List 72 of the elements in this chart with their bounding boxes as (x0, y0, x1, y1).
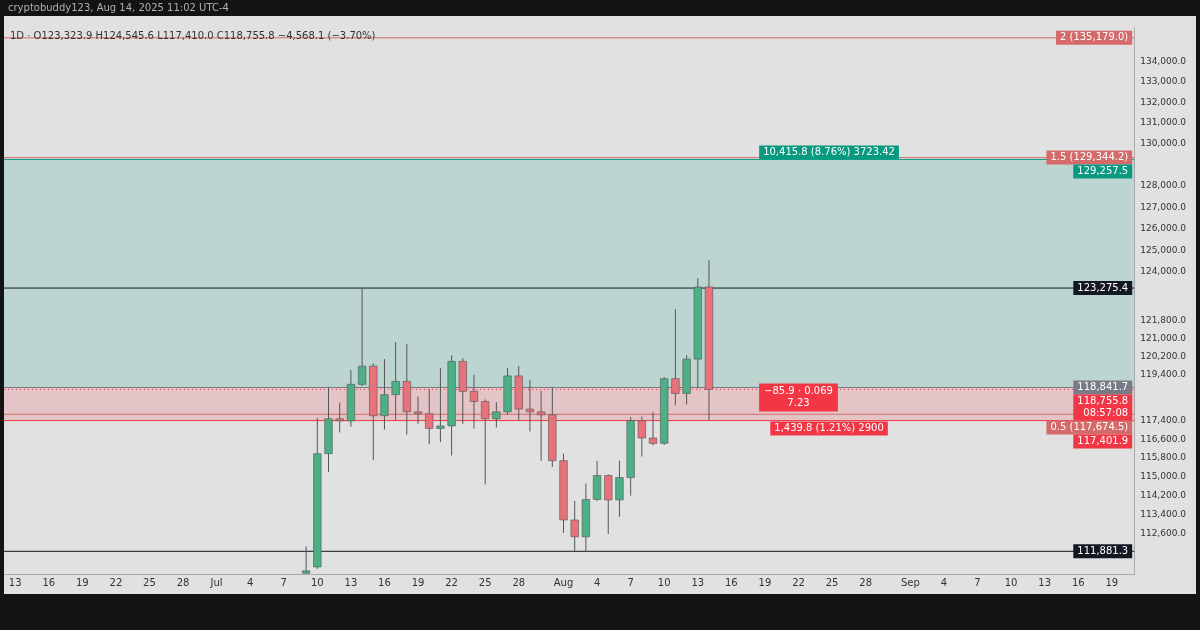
x-tick-label: 4 (593, 576, 601, 588)
x-tick-label: 16 (724, 576, 738, 588)
x-tick-label: 22 (109, 576, 123, 588)
ref-line-label: 118,755.8 08:57:08 (1077, 395, 1129, 419)
y-tick-label: 132,000.0 (1140, 96, 1187, 107)
y-tick-label: 124,000.0 (1140, 266, 1187, 277)
y-tick-label: 115,000.0 (1140, 471, 1187, 482)
y-tick-label: 121,000.0 (1140, 332, 1187, 343)
x-tick-label: 22 (445, 576, 458, 588)
x-tick-label: 10 (310, 576, 324, 588)
band-label: 1,439.8 (1.21%) 2900 (774, 422, 884, 434)
y-tick-label: 119,400.0 (1140, 369, 1187, 380)
x-tick-label: 25 (825, 576, 839, 588)
candlestick (391, 341, 400, 421)
ref-line-label: 118,841.7 (1077, 381, 1129, 393)
x-tick-label: 16 (42, 576, 56, 588)
y-tick-label: 127,000.0 (1140, 201, 1187, 212)
x-tick-label: 4 (246, 576, 254, 588)
x-tick-label: 19 (411, 576, 425, 588)
y-tick-label: 128,000.0 (1140, 180, 1187, 191)
y-tick-label: 126,000.0 (1140, 223, 1187, 234)
x-tick-label: 22 (792, 576, 805, 588)
x-tick-label: 13 (1038, 576, 1052, 588)
x-tick-label: 19 (758, 576, 772, 588)
x-tick-label: 16 (1071, 576, 1085, 588)
candlestick (671, 308, 680, 406)
y-tick-label: 125,000.0 (1140, 244, 1187, 255)
x-tick-label: 10 (1004, 576, 1018, 588)
y-tick-label: 133,000.0 (1140, 76, 1187, 87)
x-tick-label: 13 (344, 576, 358, 588)
x-tick-label: 25 (143, 576, 156, 588)
y-tick-label: 114,200.0 (1140, 489, 1187, 500)
y-tick-label: 134,000.0 (1140, 55, 1187, 66)
x-tick-label: 19 (1105, 576, 1119, 588)
x-tick-label: Jul (209, 576, 223, 588)
band-label: 10,415.8 (8.76%) 3723.42 (763, 146, 895, 158)
y-tick-label: 121,800.0 (1140, 315, 1187, 326)
x-tick-label: 7 (280, 576, 287, 588)
x-tick-label: Sep (900, 576, 920, 588)
x-tick-label: 13 (8, 576, 22, 588)
ref-line-label: 111,881.3 (1077, 544, 1129, 556)
y-tick-label: 112,600.0 (1140, 528, 1187, 539)
x-tick-label: 7 (627, 576, 634, 588)
x-tick-label: 10 (657, 576, 671, 588)
y-tick-label: 115,800.0 (1140, 452, 1187, 463)
ref-line-label: 0.5 (117,674.5) (1050, 421, 1129, 433)
x-tick-label: 28 (176, 576, 190, 588)
ref-line-label: 117,401.9 (1077, 435, 1129, 447)
x-tick-label: 28 (859, 576, 872, 588)
x-tick-label: 25 (478, 576, 492, 588)
y-tick-label: 117,400.0 (1140, 414, 1187, 425)
y-tick-label: 120,200.0 (1140, 350, 1187, 361)
chart-title: 1D · O123,323.9 H124,545.6 L117,410.0 C118,755.8 −4,568.1 (−3.70%) (10, 29, 376, 41)
candlestick (425, 388, 434, 445)
x-tick-label: 13 (691, 576, 705, 588)
x-tick-label: Aug (553, 576, 574, 588)
x-tick-label: 7 (974, 576, 981, 588)
y-tick-label: 116,600.0 (1140, 433, 1187, 444)
y-tick-label: 131,000.0 (1140, 117, 1187, 128)
x-tick-label: 4 (940, 576, 948, 588)
chart-subtitle: cryptobuddy123, Aug 14, 2025 11:02 UTC-4 (8, 2, 229, 13)
ref-line-label: 2 (135,179.0) (1059, 31, 1129, 43)
ref-line-label: 123,275.4 (1077, 281, 1129, 293)
x-tick-label: 16 (378, 576, 391, 588)
candlestick (436, 367, 445, 443)
ref-line-label: 1.5 (129,344.2) (1050, 151, 1129, 163)
ref-line-label: 129,257.5 (1077, 165, 1129, 177)
annotation: −85.9 · 0.069 7.23 (764, 385, 833, 409)
y-tick-label: 113,400.0 (1140, 509, 1187, 520)
y-tick-label: 130,000.0 (1140, 138, 1187, 149)
x-tick-label: 28 (512, 576, 526, 588)
x-tick-label: 19 (75, 576, 89, 588)
